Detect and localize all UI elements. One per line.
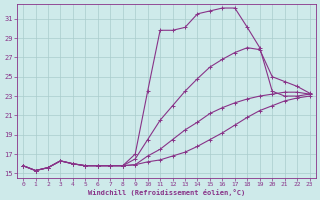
X-axis label: Windchill (Refroidissement éolien,°C): Windchill (Refroidissement éolien,°C) (88, 189, 245, 196)
